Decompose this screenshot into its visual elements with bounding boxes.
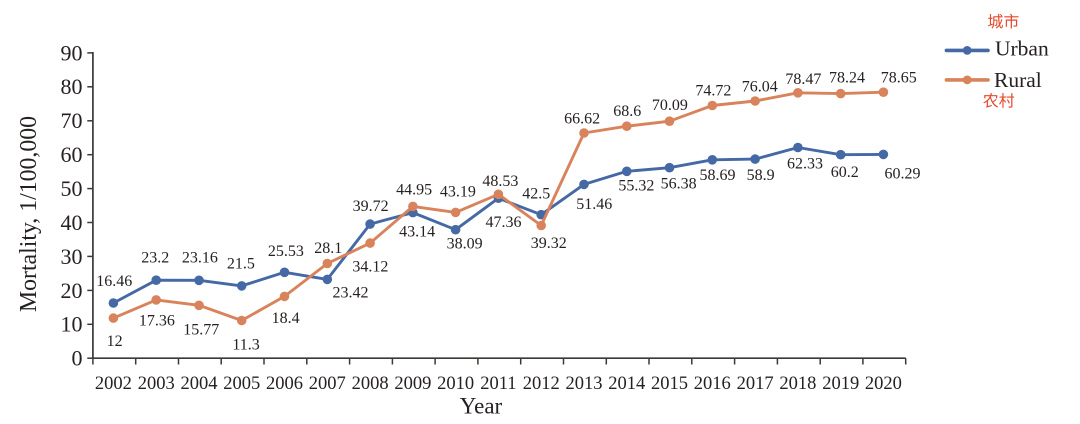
svg-text:2011: 2011 [480, 374, 516, 394]
svg-text:Urban: Urban [995, 36, 1049, 60]
svg-text:2020: 2020 [865, 374, 902, 394]
svg-text:Year: Year [460, 394, 503, 419]
svg-text:23.2: 23.2 [141, 249, 169, 266]
svg-text:2002: 2002 [95, 374, 132, 394]
svg-text:56.38: 56.38 [661, 175, 697, 192]
svg-text:10: 10 [61, 312, 83, 337]
svg-text:2017: 2017 [737, 374, 774, 394]
svg-text:58.69: 58.69 [700, 167, 736, 184]
svg-text:25.53: 25.53 [268, 243, 304, 260]
svg-text:60.29: 60.29 [885, 166, 921, 183]
svg-text:66.62: 66.62 [564, 111, 600, 128]
svg-text:2014: 2014 [608, 374, 645, 394]
svg-text:20: 20 [61, 278, 83, 303]
svg-text:34.12: 34.12 [352, 259, 388, 276]
svg-text:21.5: 21.5 [227, 255, 255, 272]
svg-text:2008: 2008 [352, 374, 389, 394]
svg-text:2010: 2010 [437, 374, 474, 394]
svg-text:42.5: 42.5 [522, 185, 550, 202]
svg-text:2018: 2018 [779, 374, 816, 394]
svg-text:16.46: 16.46 [96, 273, 132, 290]
svg-text:70.09: 70.09 [652, 97, 688, 114]
svg-text:80: 80 [61, 74, 83, 99]
svg-text:55.32: 55.32 [618, 177, 654, 194]
svg-text:58.9: 58.9 [747, 167, 775, 184]
svg-text:60.2: 60.2 [831, 164, 859, 181]
svg-text:28.1: 28.1 [314, 240, 342, 257]
svg-text:78.24: 78.24 [829, 70, 865, 87]
svg-text:Rural: Rural [994, 68, 1042, 92]
svg-text:60: 60 [61, 142, 83, 167]
svg-text:44.95: 44.95 [396, 182, 432, 199]
svg-text:78.47: 78.47 [785, 71, 821, 88]
svg-text:43.14: 43.14 [399, 223, 435, 240]
svg-text:0: 0 [72, 346, 83, 371]
svg-text:39.72: 39.72 [353, 198, 389, 215]
svg-text:11.3: 11.3 [232, 336, 259, 353]
svg-text:2004: 2004 [181, 374, 218, 394]
svg-text:90: 90 [61, 40, 83, 65]
svg-text:50: 50 [61, 176, 83, 201]
svg-text:76.04: 76.04 [742, 79, 778, 96]
svg-text:2009: 2009 [394, 374, 431, 394]
svg-text:62.33: 62.33 [787, 156, 823, 173]
svg-text:12: 12 [107, 333, 123, 350]
svg-text:2019: 2019 [822, 374, 859, 394]
svg-text:2007: 2007 [309, 374, 346, 394]
svg-text:18.4: 18.4 [272, 310, 300, 327]
svg-text:2012: 2012 [523, 374, 560, 394]
svg-text:2003: 2003 [138, 374, 175, 394]
svg-text:30: 30 [61, 244, 83, 269]
svg-text:2006: 2006 [266, 374, 303, 394]
svg-text:2005: 2005 [223, 374, 260, 394]
svg-text:23.42: 23.42 [333, 284, 369, 301]
svg-text:39.32: 39.32 [531, 235, 567, 252]
svg-text:15.77: 15.77 [183, 321, 219, 338]
svg-text:47.36: 47.36 [486, 214, 522, 231]
svg-text:2015: 2015 [651, 374, 688, 394]
svg-text:2013: 2013 [566, 374, 603, 394]
svg-text:51.46: 51.46 [576, 196, 612, 213]
svg-text:68.6: 68.6 [613, 103, 641, 120]
svg-text:48.53: 48.53 [482, 173, 518, 190]
svg-text:17.36: 17.36 [139, 313, 175, 330]
svg-text:70: 70 [61, 108, 83, 133]
svg-text:74.72: 74.72 [695, 83, 731, 100]
svg-text:Mortality, 1/100,000: Mortality, 1/100,000 [16, 116, 42, 312]
svg-text:23.16: 23.16 [182, 249, 218, 266]
svg-text:43.19: 43.19 [440, 183, 476, 200]
svg-text:38.09: 38.09 [447, 236, 483, 253]
svg-text:78.65: 78.65 [881, 70, 917, 87]
svg-text:2016: 2016 [694, 374, 731, 394]
svg-text:40: 40 [61, 210, 83, 235]
